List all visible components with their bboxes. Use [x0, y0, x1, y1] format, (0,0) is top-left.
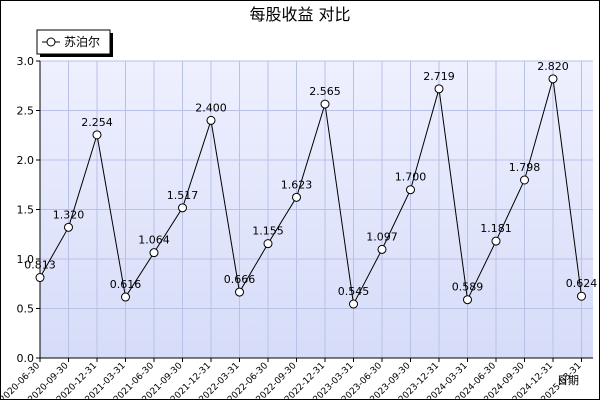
legend: 苏泊尔	[36, 29, 113, 57]
data-label: 1.517	[167, 189, 199, 202]
data-label: 1.097	[366, 230, 398, 243]
grid-lines	[40, 60, 593, 358]
data-point	[149, 248, 159, 258]
y-tick-label: 0.5	[17, 303, 35, 316]
data-point	[92, 130, 102, 140]
data-label: 2.400	[195, 101, 227, 114]
y-tick-label: 2.0	[17, 154, 35, 167]
data-point	[178, 203, 187, 213]
data-point	[349, 299, 358, 309]
data-label: 1.155	[252, 225, 284, 238]
legend-shadow-bottom	[40, 54, 113, 57]
legend-entry-su-bo-er: 苏泊尔	[64, 34, 100, 49]
data-point	[377, 244, 387, 254]
data-label: 0.813	[24, 259, 56, 272]
data-label: 0.624	[566, 277, 598, 290]
data-point	[548, 74, 558, 84]
data-point	[491, 236, 501, 246]
y-tick-label: 1.5	[17, 204, 35, 217]
data-point	[463, 295, 472, 305]
data-point	[263, 239, 273, 249]
data-point	[235, 287, 244, 297]
data-point	[206, 115, 216, 125]
chart-title: 每股收益 对比	[249, 5, 350, 24]
data-point	[35, 273, 45, 283]
series-su-bo-er	[35, 74, 586, 309]
x-axis-title: 日期	[557, 374, 579, 387]
y-tick-label: 2.5	[17, 105, 35, 118]
data-point	[577, 291, 586, 301]
legend-marker-icon	[46, 37, 56, 47]
data-point	[64, 222, 73, 232]
data-label: 0.666	[224, 273, 256, 286]
data-labels: 0.813 1.320 2.254 0.616 1.064 1.517 2.400 0.666…	[24, 60, 597, 298]
data-label: 2.820	[537, 60, 569, 73]
y-tick-label: 0.0	[17, 352, 35, 365]
data-label: 2.254	[81, 116, 113, 129]
data-label: 1.064	[138, 234, 170, 247]
data-point	[406, 185, 415, 195]
data-point	[320, 99, 330, 109]
data-point	[434, 84, 444, 94]
y-tick-label: 3.0	[17, 55, 35, 68]
data-label: 1.700	[395, 171, 427, 184]
y-axis: 0.0 0.5 1.0 1.5 2.0 2.5 3.0	[17, 55, 41, 365]
data-label: 1.623	[281, 178, 313, 191]
data-point	[292, 192, 301, 202]
data-point	[121, 292, 130, 302]
data-label: 0.589	[452, 281, 484, 294]
legend-shadow-right	[110, 33, 113, 57]
series-line	[39, 78, 582, 306]
data-label: 1.181	[480, 222, 512, 235]
data-label: 1.798	[509, 161, 541, 174]
data-point	[520, 175, 529, 185]
x-axis: 2020-06-302020-09-302020-12-312021-03-31…	[0, 357, 593, 400]
data-label: 2.565	[309, 85, 341, 98]
data-label: 1.320	[53, 208, 85, 221]
data-label: 0.616	[110, 278, 142, 291]
data-label: 2.719	[423, 70, 455, 83]
data-label: 0.545	[338, 285, 370, 298]
y-tick-label: 1.0	[17, 253, 35, 266]
